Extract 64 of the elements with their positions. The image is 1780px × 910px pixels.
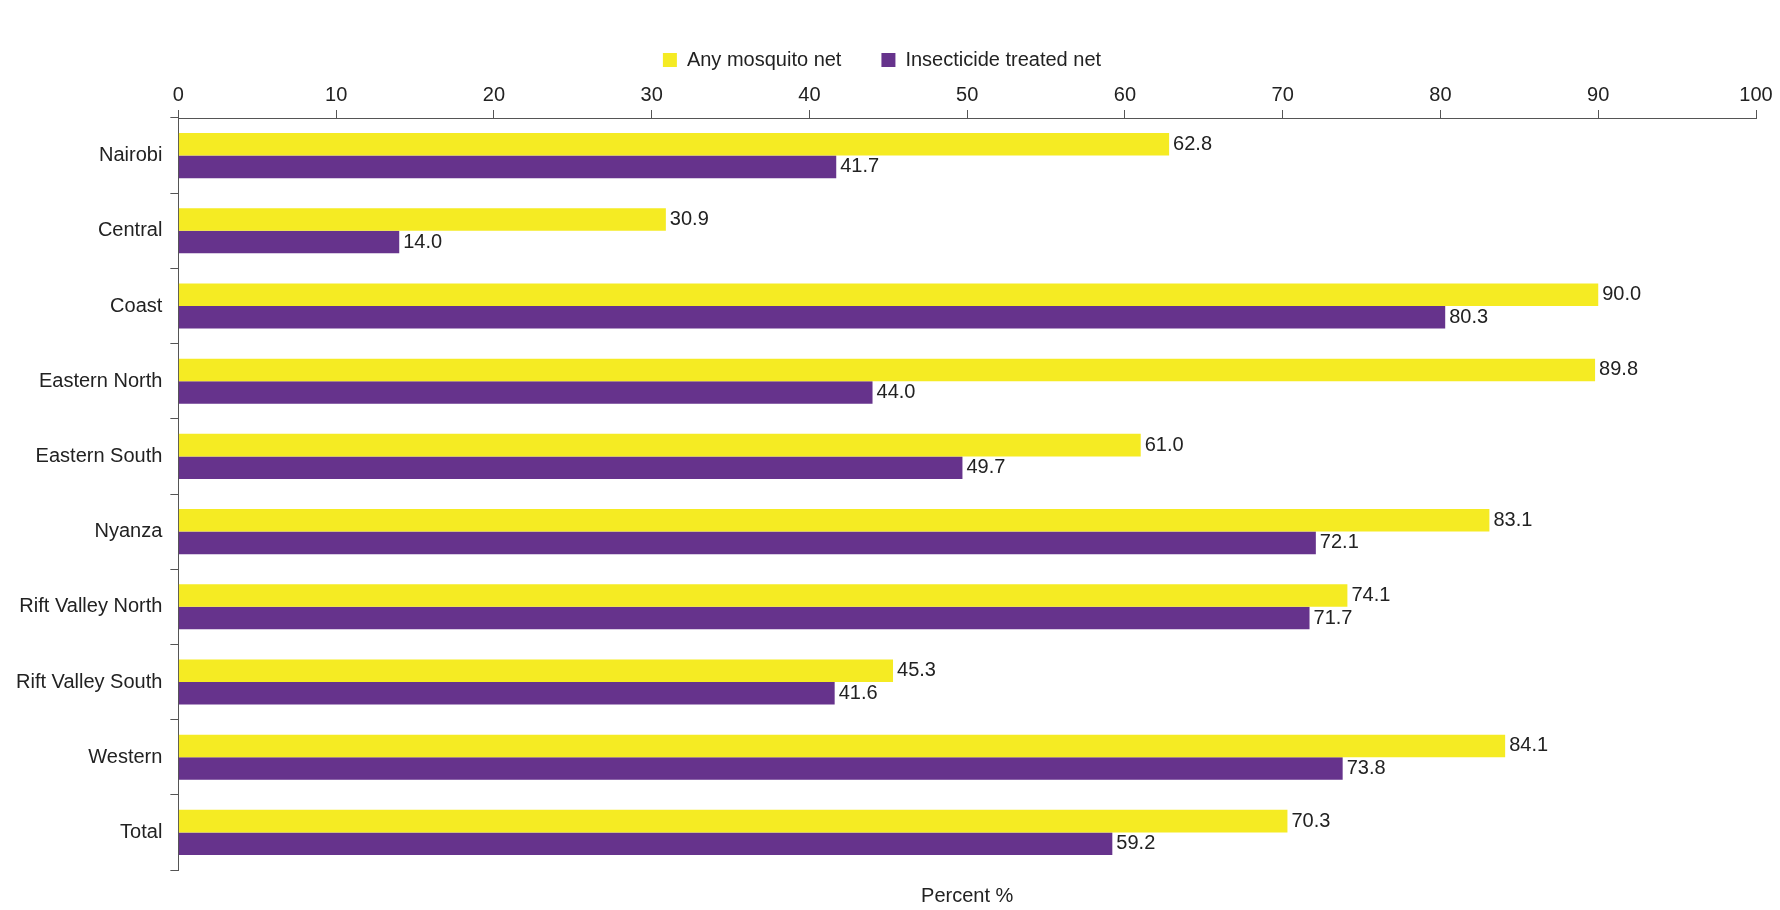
data-label: 84.1 — [1509, 733, 1549, 756]
x-tick-label: 20 — [482, 82, 506, 105]
bar — [178, 659, 894, 682]
data-label: 44.0 — [876, 380, 916, 402]
x-tick-label: 10 — [325, 82, 348, 105]
bar — [178, 433, 1141, 457]
bar — [178, 809, 1288, 833]
data-label: 30.9 — [669, 207, 709, 230]
data-label: 49.7 — [966, 455, 1006, 478]
bar — [178, 133, 1170, 156]
data-label: 90.0 — [1602, 282, 1642, 305]
bar — [178, 757, 1343, 780]
x-tick-label: 50 — [956, 82, 979, 105]
data-label: 62.8 — [1173, 131, 1213, 154]
data-label: 83.1 — [1493, 507, 1533, 530]
bar — [178, 456, 963, 479]
x-tick-label: 30 — [640, 82, 663, 105]
y-tick-label: Coast — [110, 293, 163, 316]
y-tick-label: Nairobi — [99, 143, 163, 166]
data-label: 71.7 — [1313, 605, 1353, 628]
x-tick-label: 70 — [1271, 82, 1294, 105]
x-axis-title: Percent % — [921, 883, 1014, 906]
y-tick-label: Nyanza — [94, 519, 164, 542]
bar — [178, 584, 1348, 607]
legend-label: Insecticide treated net — [905, 47, 1102, 70]
bar — [178, 832, 1113, 855]
x-tick-label: 40 — [798, 82, 821, 105]
data-label: 89.8 — [1599, 357, 1639, 380]
bar — [178, 509, 1490, 532]
bar — [178, 155, 837, 179]
y-tick-label: Western — [88, 744, 163, 767]
bar — [178, 306, 1446, 329]
y-tick-label: Rift Valley North — [19, 594, 163, 617]
bar — [178, 381, 873, 404]
bar — [178, 682, 835, 705]
bar — [178, 734, 1506, 758]
y-tick-label: Eastern South — [35, 443, 163, 466]
x-tick-label: 60 — [1113, 82, 1137, 105]
y-tick-label: Eastern North — [38, 368, 163, 391]
x-tick-label: 80 — [1429, 82, 1452, 105]
data-label: 72.1 — [1319, 530, 1359, 553]
bar — [178, 208, 666, 231]
bar — [178, 531, 1316, 555]
legend-label: Any mosquito net — [686, 47, 842, 70]
data-label: 41.7 — [840, 154, 880, 177]
data-label: 80.3 — [1449, 304, 1489, 327]
data-label: 59.2 — [1116, 831, 1156, 854]
x-tick-label: 90 — [1587, 82, 1610, 105]
data-label: 45.3 — [897, 658, 936, 681]
bar — [178, 606, 1310, 630]
y-tick-label: Total — [120, 819, 163, 842]
bar — [178, 358, 1596, 382]
data-label: 61.0 — [1144, 432, 1184, 455]
data-label: 41.6 — [838, 680, 878, 703]
bar — [178, 230, 400, 254]
x-tick-label: 100 — [1739, 82, 1773, 105]
bar — [178, 283, 1599, 306]
data-label: 73.8 — [1346, 756, 1386, 778]
x-tick-label: 0 — [172, 82, 184, 105]
data-label: 14.0 — [403, 229, 443, 252]
y-tick-label: Central — [97, 218, 163, 241]
y-tick-label: Rift Valley South — [15, 669, 163, 692]
data-label: 74.1 — [1351, 583, 1391, 606]
data-label: 70.3 — [1291, 808, 1331, 831]
